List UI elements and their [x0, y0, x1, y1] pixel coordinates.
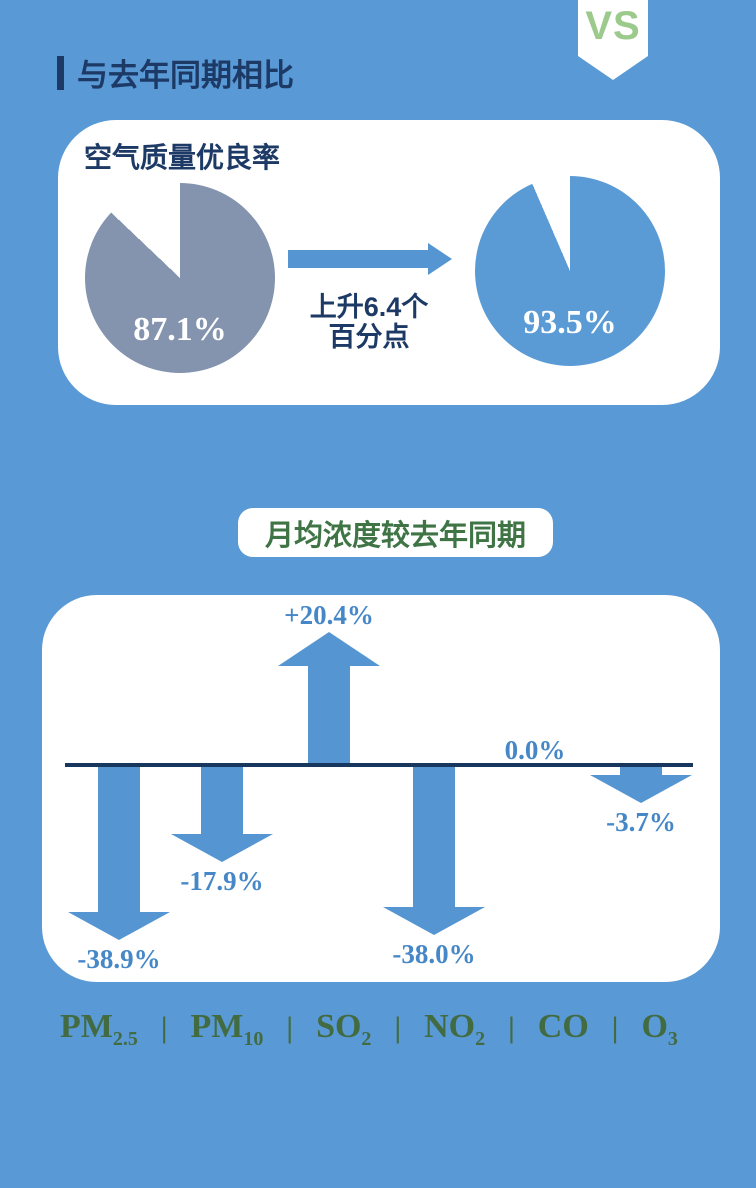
- pollutant-separator: |: [394, 1011, 402, 1044]
- pollutant-separator: |: [611, 1011, 619, 1044]
- pie-chart-this-year: 93.5%: [475, 176, 665, 366]
- pollutant-labels-row: PM2.5 | PM10 | SO2 | NO2 | CO | O3: [60, 1008, 678, 1051]
- header-accent-bar: [57, 55, 64, 90]
- value-label-NO2: -38.0%: [392, 939, 476, 969]
- zero-axis-line: [65, 763, 693, 767]
- pollutant-separator: |: [508, 1011, 515, 1044]
- value-label-PM2.5: -38.9%: [77, 944, 161, 974]
- value-label-PM10: -17.9%: [180, 866, 264, 896]
- change-note-line1: 上升6.4个: [309, 292, 429, 322]
- pollutant-separator: |: [286, 1011, 294, 1044]
- pollutant-label-CO: CO: [537, 1008, 589, 1045]
- change-note-line2: 百分点: [328, 322, 410, 352]
- arrow-SO2: [308, 666, 350, 763]
- vs-label: VS: [585, 4, 641, 48]
- change-note: 上升6.4个 百分点: [289, 292, 449, 352]
- pollutant-separator: |: [160, 1011, 168, 1044]
- arrow-PM10: [201, 767, 243, 834]
- arrow-PM10: [171, 834, 273, 862]
- pollutant-label-O3: O3: [641, 1008, 678, 1050]
- pollutant-label-SO2: SO2: [316, 1008, 372, 1050]
- concentration-change-card: -38.9% -17.9% +20.4% -38.0% 0.0% -3.7%: [42, 595, 720, 982]
- page-title: 与去年同期相比: [77, 58, 294, 93]
- card-title: 空气质量优良率: [84, 142, 281, 173]
- arrow-O3: [620, 767, 662, 775]
- arrow-NO2: [383, 907, 485, 935]
- section-banner: 月均浓度较去年同期: [238, 508, 553, 557]
- air-quality-rate-card: 空气质量优良率 87.1% 上升6.4个 百分点 93.5%: [58, 120, 720, 405]
- pie-value-this-year: 93.5%: [523, 304, 617, 341]
- value-label-SO2: +20.4%: [284, 600, 374, 630]
- pie-chart-last-year: 87.1%: [85, 183, 275, 373]
- increase-arrow-shaft: [288, 250, 428, 268]
- vs-ribbon-badge: VS: [578, 0, 648, 80]
- arrow-SO2: [278, 632, 380, 666]
- arrow-PM2.5: [68, 912, 170, 940]
- pollutant-label-PM2.5: PM2.5: [60, 1008, 138, 1050]
- value-label-O3: -3.7%: [606, 807, 676, 837]
- arrow-PM2.5: [98, 767, 140, 912]
- arrow-NO2: [413, 767, 455, 907]
- section-banner-title: 月均浓度较去年同期: [264, 519, 526, 552]
- pie-value-last-year: 87.1%: [133, 311, 227, 348]
- pollutant-label-NO2: NO2: [424, 1008, 486, 1050]
- arrow-O3: [590, 775, 692, 803]
- value-label-CO: 0.0%: [504, 735, 566, 765]
- page-header: 与去年同期相比: [57, 50, 294, 95]
- pollutant-label-PM10: PM10: [190, 1008, 264, 1050]
- right-arrow-icon: [428, 243, 452, 275]
